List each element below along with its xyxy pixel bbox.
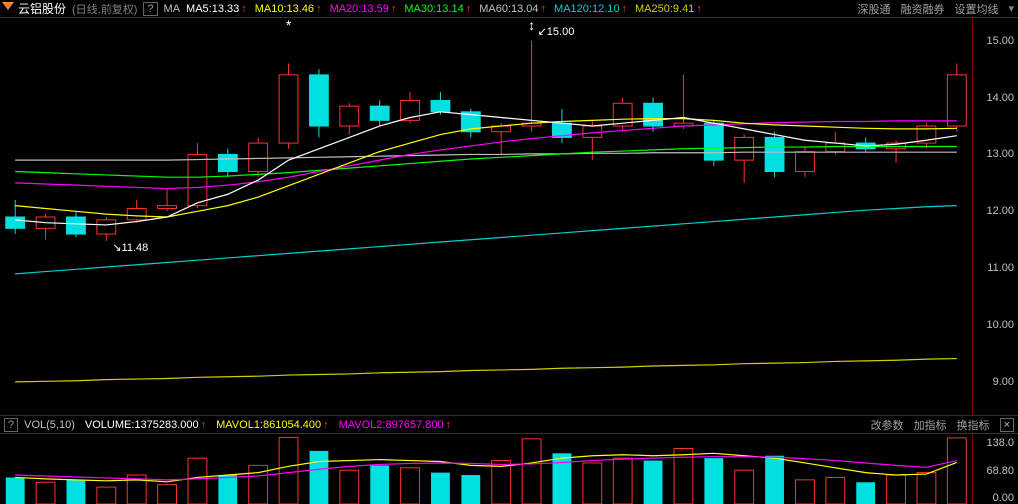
svg-text:*: *	[286, 18, 292, 33]
svg-text:↕: ↕	[528, 18, 535, 33]
arrow-up-icon: ↑	[541, 3, 547, 15]
ma10-value: MA10:13.46	[255, 3, 314, 15]
arrow-up-icon: ↑	[391, 3, 397, 15]
price-y-axis: 9.0010.0011.0012.0013.0014.0015.00	[972, 18, 1018, 415]
svg-text:↙15.00: ↙15.00	[538, 26, 575, 38]
params-link[interactable]: 改参数	[871, 417, 904, 433]
period-label: (日线,前复权)	[72, 1, 137, 17]
ma60-value: MA60:13.04	[479, 3, 538, 15]
price-chart[interactable]: ↘11.48 ↙15.00 * ↕ 9.0010.0011.0012.0013.001…	[0, 18, 1018, 416]
switch-indicator-link[interactable]: 换指标	[957, 417, 990, 433]
volume-y-axis: 0.0068.80138.0	[972, 434, 1018, 504]
ma120-value: MA120:12.10	[554, 3, 619, 15]
rzrq-link[interactable]: 融资融券	[900, 1, 944, 17]
arrow-up-icon: ↑	[466, 3, 472, 15]
price-header: 云铝股份 (日线,前复权) ? MA MA5:13.33↑ MA10:13.46…	[0, 0, 1018, 18]
chevron-down-icon[interactable]: ▾	[1008, 2, 1014, 15]
volume-header: ? VOL(5,10) VOLUME:1375283.000↑ MAVOL1:8…	[0, 416, 1018, 434]
ma5-value: MA5:13.33	[186, 3, 239, 15]
arrow-up-icon: ↑	[446, 419, 452, 431]
ma-label: MA	[164, 3, 181, 15]
help-icon[interactable]: ?	[4, 418, 18, 432]
ma250-value: MA250:9.41	[635, 3, 694, 15]
ma-settings-link[interactable]: 设置均线	[954, 1, 998, 17]
arrow-up-icon: ↑	[696, 3, 702, 15]
arrow-up-icon: ↑	[323, 419, 329, 431]
add-indicator-link[interactable]: 加指标	[914, 417, 947, 433]
stock-name: 云铝股份	[18, 0, 66, 17]
dropdown-icon[interactable]	[2, 2, 14, 10]
volume-value: VOLUME:1375283.000	[85, 419, 199, 431]
svg-text:↘11.48: ↘11.48	[112, 242, 148, 254]
mavol1-value: MAVOL1:861054.400	[216, 419, 321, 431]
help-icon[interactable]: ?	[143, 2, 157, 16]
arrow-up-icon: ↑	[316, 3, 322, 15]
arrow-up-icon: ↑	[241, 3, 247, 15]
sgt-link[interactable]: 深股通	[857, 1, 890, 17]
arrow-up-icon: ↑	[201, 419, 207, 431]
mavol2-value: MAVOL2:897657.800	[339, 419, 444, 431]
ma30-value: MA30:13.14	[404, 3, 463, 15]
arrow-up-icon: ↑	[621, 3, 627, 15]
ma20-value: MA20:13.59	[330, 3, 389, 15]
volume-chart[interactable]: 0.0068.80138.0	[0, 434, 1018, 504]
vol-label: VOL(5,10)	[24, 419, 75, 431]
close-icon[interactable]: ×	[1000, 418, 1014, 432]
